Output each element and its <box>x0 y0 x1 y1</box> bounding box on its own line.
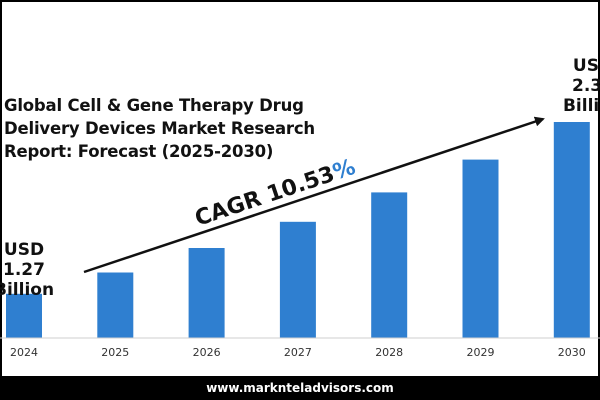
end-callout-currency: USD <box>572 56 600 76</box>
bar-2025 <box>97 272 134 338</box>
x-tick-label-2028: 2028 <box>375 346 403 359</box>
end-callout-value: 2.32 <box>572 76 600 96</box>
footer-url: www.marknteladvisors.com <box>206 381 394 395</box>
cagr-trend-arrow <box>83 116 545 274</box>
bar-2029 <box>462 159 499 338</box>
chart-title-line-2: Delivery Devices Market Research <box>4 119 315 138</box>
footer-bar <box>0 376 600 400</box>
chart-title-line-1: Global Cell & Gene Therapy Drug <box>4 96 304 115</box>
bar-2030 <box>553 122 590 338</box>
end-callout-unit: Billion <box>562 96 600 116</box>
bars-group <box>6 122 590 338</box>
x-tick-label-2029: 2029 <box>467 346 495 359</box>
bar-2028 <box>371 192 408 338</box>
x-tick-labels: 2024 2025 2026 2027 2028 2029 2030 <box>10 346 586 359</box>
x-tick-label-2025: 2025 <box>101 346 129 359</box>
x-tick-label-2024: 2024 <box>10 346 38 359</box>
start-callout-value: 1.27 <box>3 260 45 280</box>
start-callout-unit: Billion <box>0 280 55 300</box>
bar-2027 <box>279 221 316 338</box>
bar-2026 <box>188 248 225 338</box>
start-value-callout: USD 1.27 Billion <box>0 240 54 300</box>
x-tick-label-2026: 2026 <box>193 346 221 359</box>
chart-title-line-3: Report: Forecast (2025-2030) <box>4 142 274 161</box>
x-tick-label-2030: 2030 <box>558 346 586 359</box>
end-value-callout: USD 2.32 Billion <box>553 56 600 116</box>
x-tick-label-2027: 2027 <box>284 346 312 359</box>
cagr-label: CAGR 10.53% <box>192 155 359 232</box>
cagr-label-text: CAGR 10.53 <box>192 162 338 232</box>
start-callout-currency: USD <box>3 240 45 260</box>
bar-2024 <box>6 293 42 338</box>
